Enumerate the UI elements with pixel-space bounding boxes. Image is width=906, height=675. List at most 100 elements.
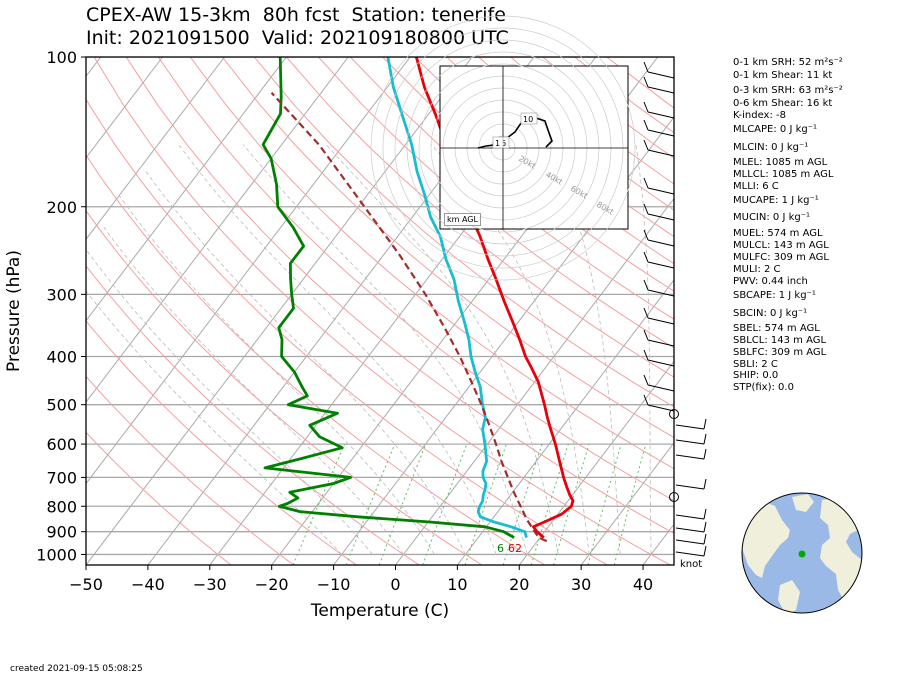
wind-barb bbox=[675, 439, 705, 445]
wind-barb-flag bbox=[643, 61, 649, 73]
wind-barb bbox=[647, 384, 675, 392]
chart-title-line1: CPEX-AW 15-3km 80h fcst Station: tenerif… bbox=[86, 4, 506, 26]
wind-barb-flag bbox=[643, 279, 649, 291]
mixing-ratio-line bbox=[502, 443, 543, 565]
mixing-ratio-line bbox=[292, 443, 346, 565]
dry-adiabat bbox=[93, 57, 671, 565]
index-mulcl: MULCL: 143 m AGL bbox=[733, 240, 829, 251]
wind-barb bbox=[675, 551, 705, 557]
axis-ticks: −50 −40 −30 −20 −10 0 10 20 30 40 100 200 300 400 500 6… bbox=[36, 48, 653, 594]
created-timestamp: created 2021-09-15 05:08:25 bbox=[10, 664, 143, 674]
index-stp: STP(fix): 0.0 bbox=[733, 382, 794, 393]
index-mlel: MLEL: 1085 m AGL bbox=[733, 157, 828, 168]
index-mucin: MUCIN: 0 J kg⁻¹ bbox=[733, 212, 811, 223]
index-muel: MUEL: 574 m AGL bbox=[733, 228, 823, 239]
land-south-america bbox=[778, 580, 800, 613]
surface-dewpoint-label: 6 bbox=[497, 542, 504, 555]
moist-adiabat bbox=[86, 290, 342, 555]
x-tick-label: 30 bbox=[571, 575, 591, 594]
land-europe-africa bbox=[820, 497, 862, 604]
index-ship: SHIP: 0.0 bbox=[733, 370, 779, 381]
moist-adiabat bbox=[103, 227, 404, 555]
index-sbcin: SBCIN: 0 J kg⁻¹ bbox=[733, 308, 808, 319]
dry-adiabat bbox=[318, 57, 674, 349]
index-pwv: PWV: 0.44 inch bbox=[733, 276, 808, 287]
wind-barb-flag bbox=[703, 533, 707, 545]
y-tick-label: 100 bbox=[46, 48, 77, 67]
wind-barb-flag bbox=[703, 448, 707, 460]
dry-adiabat bbox=[253, 57, 674, 408]
x-tick-label: 10 bbox=[447, 575, 467, 594]
wind-barb-flag bbox=[643, 374, 649, 386]
wind-barb-flag bbox=[703, 418, 707, 430]
x-tick-label: 40 bbox=[633, 575, 653, 594]
moist-adiabat bbox=[178, 144, 497, 555]
wind-barb-flag bbox=[643, 177, 649, 189]
wind-barb bbox=[647, 289, 675, 297]
mixing-ratio-line bbox=[464, 443, 507, 565]
wind-barb-flag bbox=[643, 349, 649, 361]
dry-adiabat bbox=[221, 57, 674, 439]
index-mlcape: MLCAPE: 0 J kg⁻¹ bbox=[733, 124, 818, 135]
mixing-ratio-line bbox=[530, 443, 569, 565]
dry-adiabat bbox=[157, 57, 674, 502]
globe-map bbox=[741, 492, 863, 614]
dry-adiabat bbox=[382, 57, 674, 292]
index-mlcin: MLCIN: 0 J kg⁻¹ bbox=[733, 142, 809, 153]
surface-temp-label: 62 bbox=[508, 542, 522, 555]
hodograph-height-label: 1 bbox=[495, 139, 500, 148]
wind-barb bbox=[675, 539, 705, 545]
isotherm--70 bbox=[86, 57, 349, 403]
mixing-ratio-line bbox=[587, 443, 622, 565]
y-tick-label: 500 bbox=[46, 396, 77, 415]
wind-barb bbox=[675, 514, 705, 520]
wind-barb bbox=[675, 424, 705, 430]
index-sblcl: SBLCL: 143 m AGL bbox=[733, 335, 827, 346]
parcel-path-line bbox=[270, 92, 548, 543]
index-kindex: K-index: -8 bbox=[733, 110, 786, 121]
isotherm--60 bbox=[86, 57, 411, 485]
calm-wind-marker bbox=[669, 492, 679, 502]
wind-barb bbox=[647, 111, 675, 119]
wind-barb-flag bbox=[643, 394, 649, 406]
hodograph-height-box bbox=[520, 112, 538, 125]
y-tick-label: 200 bbox=[46, 198, 77, 217]
wind-units-label: knot bbox=[680, 559, 703, 570]
dry-adiabat bbox=[286, 57, 674, 378]
chart-title-line2: Init: 2021091500 Valid: 202109180800 UTC bbox=[86, 27, 509, 49]
mixing-ratio-line bbox=[613, 443, 647, 565]
y-tick-label: 900 bbox=[46, 523, 77, 542]
wind-barb bbox=[647, 129, 675, 137]
land-north-america bbox=[742, 500, 790, 578]
wind-barb-flag bbox=[643, 329, 649, 341]
wind-barbs bbox=[643, 61, 707, 557]
wind-barb bbox=[647, 239, 675, 247]
moist-adiabat bbox=[635, 144, 652, 555]
index-sbli: SBLI: 2 C bbox=[733, 359, 778, 370]
moist-adiabat bbox=[544, 144, 621, 555]
wind-barb bbox=[647, 359, 675, 367]
moist-adiabat bbox=[325, 144, 559, 555]
x-tick-label: −10 bbox=[317, 575, 351, 594]
isotherm-30 bbox=[580, 442, 674, 565]
wind-barb bbox=[675, 454, 705, 460]
wind-barb-flag bbox=[643, 119, 649, 131]
wind-barb bbox=[647, 86, 675, 94]
land-greenland bbox=[792, 494, 814, 512]
isotherm-20 bbox=[518, 360, 674, 565]
y-tick-label: 800 bbox=[46, 497, 77, 516]
wind-barb bbox=[647, 213, 675, 221]
isotherm-0 bbox=[395, 197, 674, 565]
dry-adiabat bbox=[86, 320, 357, 565]
index-muli: MULI: 2 C bbox=[733, 264, 781, 275]
x-tick-label: −40 bbox=[131, 575, 165, 594]
wind-barb-flag bbox=[643, 203, 649, 215]
mixing-ratio-line bbox=[553, 443, 590, 565]
station-marker bbox=[798, 550, 806, 558]
mixing-ratio-line bbox=[422, 443, 468, 565]
dry-adiabat bbox=[86, 154, 546, 565]
dry-adiabat bbox=[86, 209, 483, 565]
dry-adiabat bbox=[86, 431, 232, 565]
wind-barb-flag bbox=[643, 229, 649, 241]
